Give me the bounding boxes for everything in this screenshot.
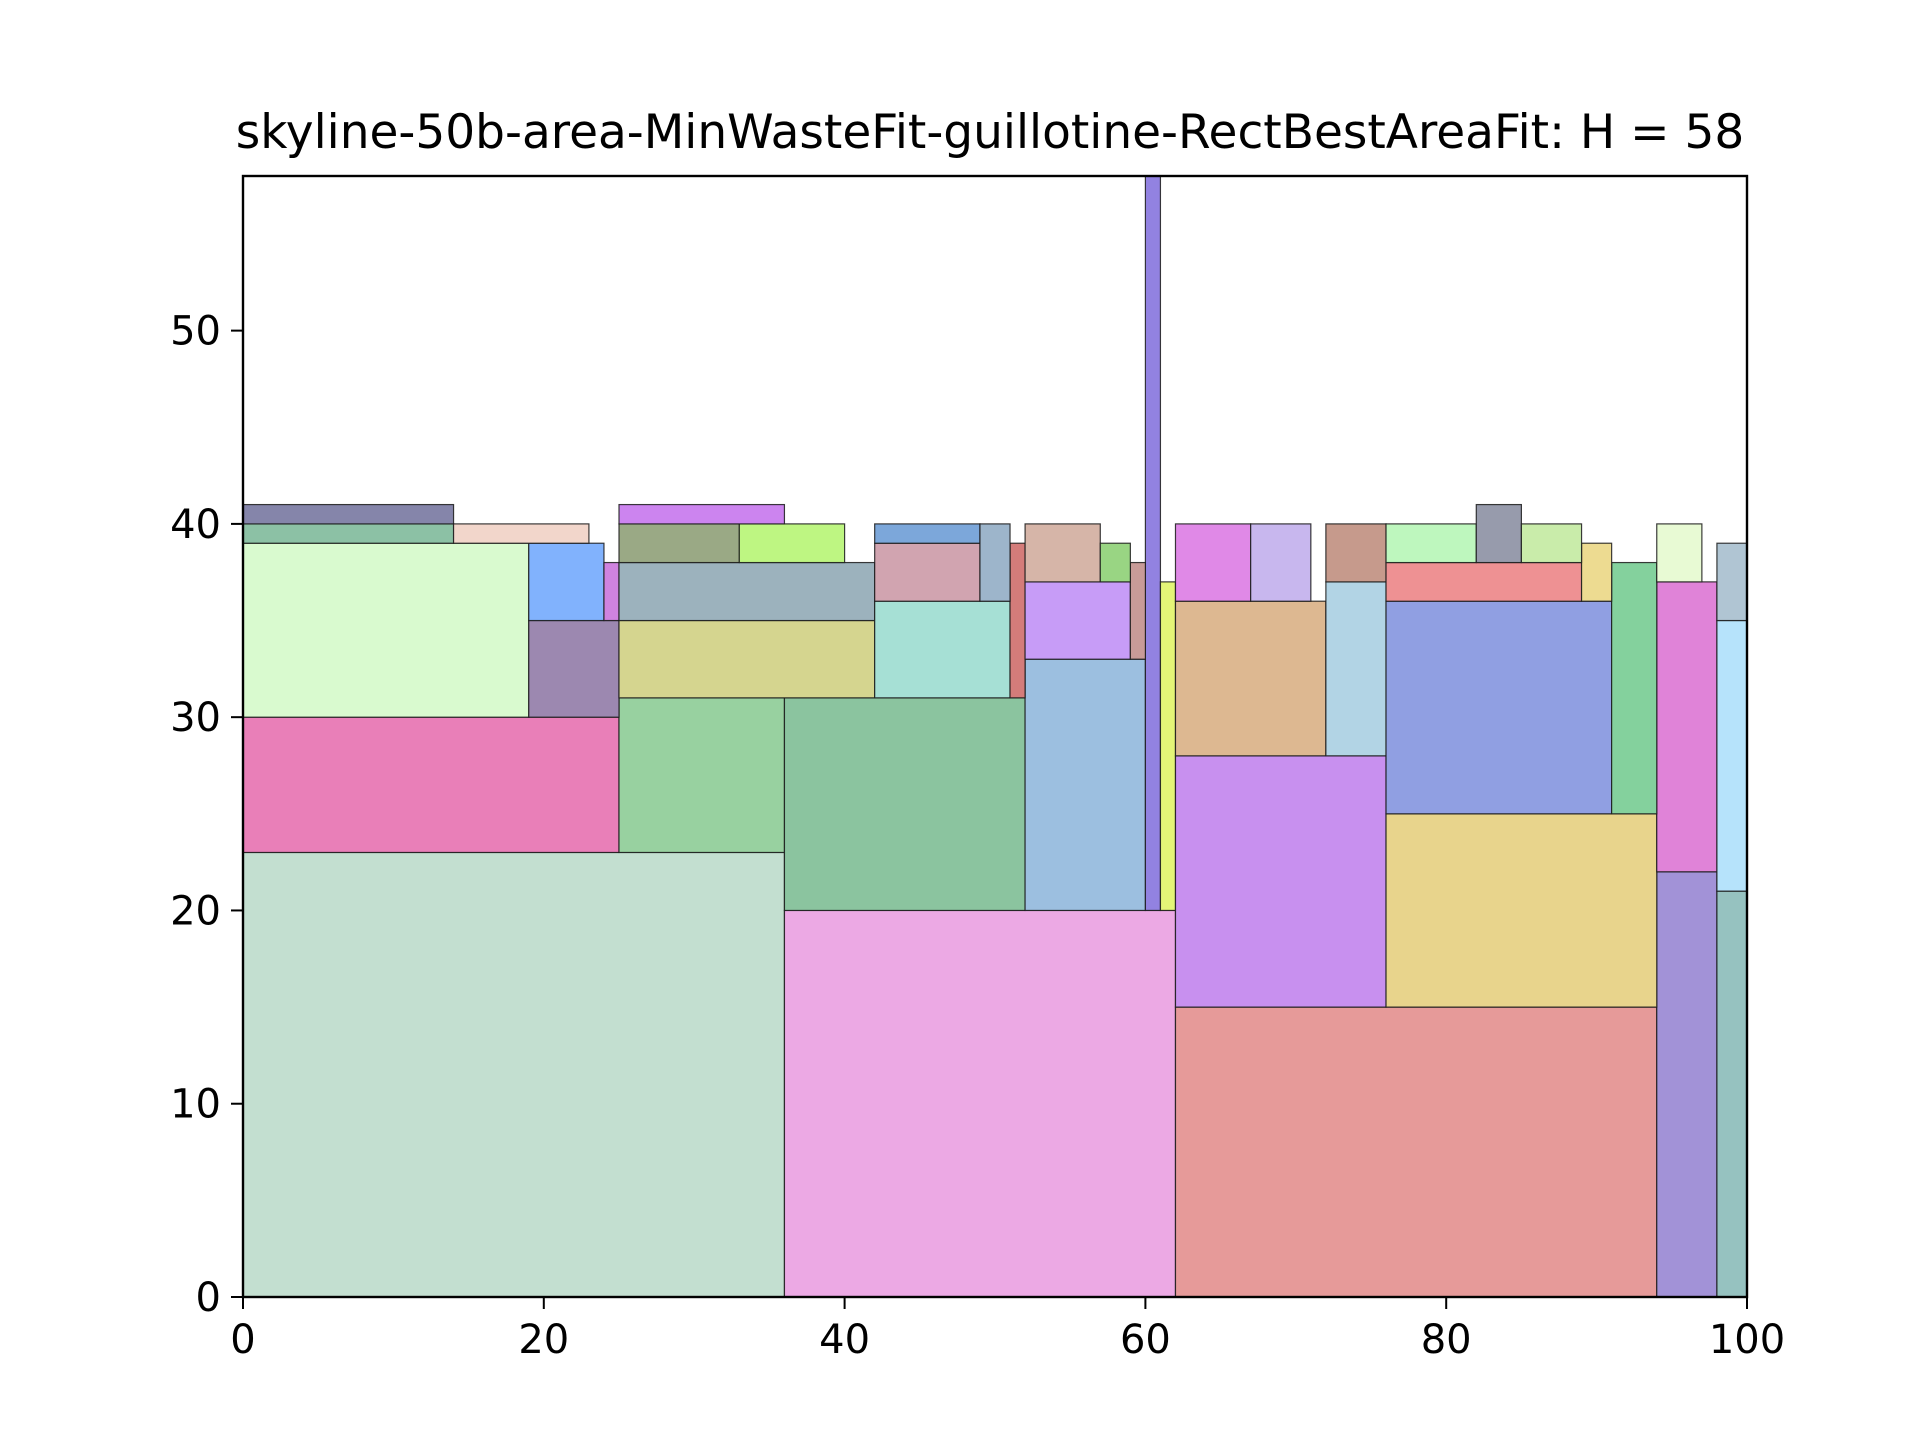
chart-title: skyline-50b-area-MinWasteFit-guillotine-… [236, 105, 1745, 160]
packed-rect-24 [618, 561, 876, 622]
packed-rect-27 [618, 503, 786, 525]
packed-rect-21 [242, 503, 455, 525]
packed-rect-29 [1009, 542, 1026, 699]
packed-rect-9 [1144, 175, 1162, 912]
y-tick-label: 30 [170, 695, 221, 741]
packed-rect-17 [528, 619, 620, 718]
y-axis: 0 10 20 30 40 50 [170, 309, 243, 1321]
x-tick-label: 20 [518, 1317, 569, 1363]
packed-rect-7 [783, 697, 1026, 912]
packed-rect-25 [618, 523, 740, 564]
packed-rect-16 [242, 542, 530, 718]
x-tick-label: 80 [1421, 1317, 1472, 1363]
plot-frame [241, 174, 1749, 1299]
y-tick-label: 0 [196, 1275, 221, 1321]
packed-rect-6 [618, 697, 786, 854]
packed-rect-13 [1656, 581, 1718, 873]
packed-rect-30 [874, 542, 981, 602]
packed-rect-20 [242, 523, 455, 544]
packed-rect-15 [1716, 542, 1748, 622]
packed-rect-37 [1174, 600, 1327, 757]
y-tick-label: 50 [170, 309, 221, 355]
packed-rect-19 [603, 561, 620, 622]
packed-rect-22 [452, 523, 590, 544]
packed-rect-48 [1520, 523, 1583, 564]
packed-rect-18 [528, 542, 605, 622]
packed-rect-39 [1174, 523, 1252, 602]
y-tick-label: 40 [170, 502, 221, 548]
packed-rect-42 [1385, 600, 1613, 815]
packed-rect-47 [1475, 503, 1523, 564]
packed-rect-4 [1716, 890, 1748, 1298]
packed-rect-35 [1024, 523, 1101, 583]
packed-rect-38 [1325, 581, 1387, 757]
packed-rect-26 [738, 523, 846, 564]
rectangles-layer [242, 175, 1748, 1298]
packed-rect-5 [242, 716, 620, 854]
packed-rect-46 [1385, 523, 1477, 564]
packed-rect-23 [618, 619, 876, 699]
x-tick-label: 100 [1709, 1317, 1785, 1363]
x-tick-label: 40 [819, 1317, 870, 1363]
y-tick-label: 10 [170, 1082, 221, 1128]
packed-rect-49 [1656, 523, 1703, 583]
packed-rect-41 [1325, 523, 1387, 583]
packed-rect-32 [979, 523, 1011, 602]
packed-rect-0 [242, 851, 786, 1298]
packed-rect-31 [874, 523, 981, 544]
packed-rect-12 [1385, 813, 1658, 1008]
packed-rect-28 [874, 600, 1011, 699]
x-tick-label: 60 [1120, 1317, 1171, 1363]
packed-rect-1 [783, 909, 1177, 1298]
packed-rect-45 [1580, 542, 1613, 602]
packed-rect-40 [1250, 523, 1312, 602]
packed-rect-14 [1716, 619, 1748, 892]
packed-rect-33 [1024, 581, 1131, 660]
packed-rect-44 [1385, 561, 1583, 602]
packed-rect-34 [1129, 561, 1146, 660]
packed-rect-43 [1611, 561, 1658, 815]
y-tick-label: 20 [170, 888, 221, 934]
x-tick-label: 0 [230, 1317, 255, 1363]
packed-rect-8 [1024, 658, 1146, 912]
packed-rect-11 [1174, 755, 1387, 1008]
packed-rect-2 [1174, 1006, 1658, 1298]
x-axis: 0 20 40 60 80 100 [230, 1297, 1785, 1363]
packed-rect-36 [1099, 542, 1131, 583]
packed-rect-10 [1159, 581, 1177, 912]
packed-rect-3 [1656, 871, 1718, 1298]
